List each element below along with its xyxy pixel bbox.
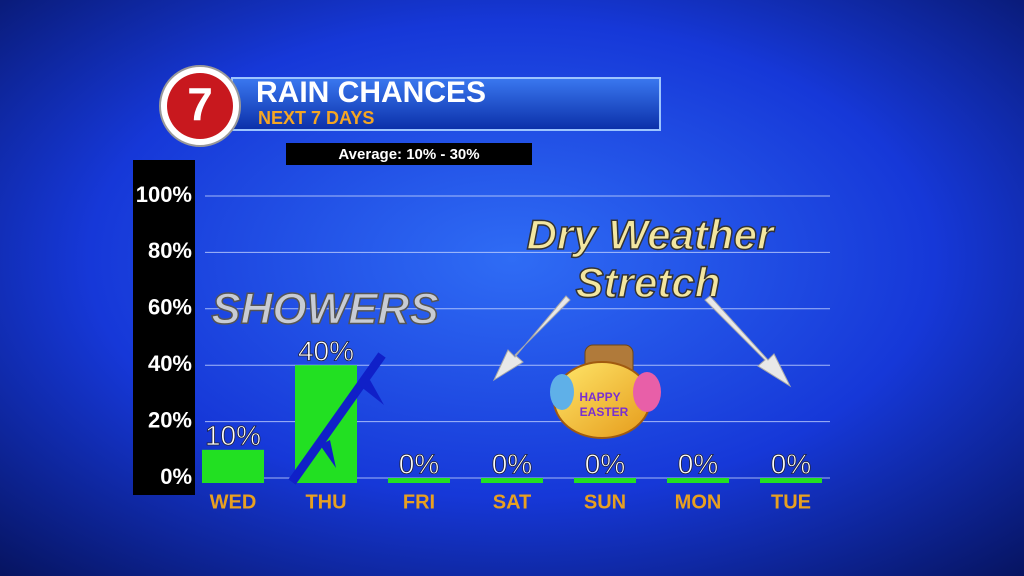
- logo: 7: [187, 78, 213, 130]
- front-line: [288, 352, 386, 485]
- note-box: [286, 143, 532, 165]
- bar: [202, 449, 264, 483]
- note: Average: 10% - 30%: [338, 146, 479, 163]
- y-tick-label: 100%: [136, 182, 192, 207]
- x-tick-label: FRI: [403, 491, 435, 513]
- x-tick-label: MON: [675, 491, 722, 513]
- x-tick-label: SAT: [493, 491, 532, 513]
- arrow-left: [492, 295, 571, 382]
- dry-label: Stretch: [576, 259, 721, 306]
- front-triangle: [320, 440, 336, 468]
- front-triangle: [360, 380, 384, 405]
- bar: [667, 478, 729, 483]
- y-tick-label: 40%: [148, 351, 192, 376]
- y-axis-panel: [133, 160, 195, 495]
- y-tick-label: 60%: [148, 295, 192, 320]
- value-label: 0%: [585, 448, 625, 479]
- bar: [481, 478, 543, 483]
- value-label: 0%: [771, 448, 811, 479]
- value-label: 40%: [298, 336, 354, 367]
- value-label: 0%: [678, 448, 718, 479]
- y-tick-label: 0%: [160, 464, 192, 489]
- x-tick-label: THU: [305, 491, 346, 513]
- value-label: 0%: [399, 448, 439, 479]
- dry-label: Dry Weather: [527, 211, 776, 258]
- x-tick-label: SUN: [584, 491, 626, 513]
- x-tick-label: WED: [210, 491, 257, 513]
- egg-text: HAPPY: [579, 390, 620, 404]
- chart-subtitle: NEXT 7 DAYS: [258, 108, 374, 128]
- bar: [574, 478, 636, 483]
- egg: [550, 374, 574, 410]
- egg-text: EASTER: [580, 405, 629, 419]
- y-tick-label: 20%: [148, 407, 192, 432]
- bar: [388, 478, 450, 483]
- showers-label: SHOWERS: [211, 285, 438, 334]
- title-banner: [231, 77, 661, 131]
- x-tick-label: TUE: [771, 491, 811, 513]
- plot: 0% 20% 40% 60% 80% 100% WED 10% THU 40% FRI 0% SAT 0%…: [136, 182, 830, 513]
- value-label: 0%: [492, 448, 532, 479]
- arrow-right: [704, 295, 792, 388]
- egg: [633, 372, 661, 412]
- chart-title: RAIN CHANCES: [256, 76, 486, 109]
- bar: [760, 478, 822, 483]
- value-label: 10%: [205, 420, 261, 451]
- logo-disc: [167, 73, 233, 139]
- y-tick-label: 80%: [148, 238, 192, 263]
